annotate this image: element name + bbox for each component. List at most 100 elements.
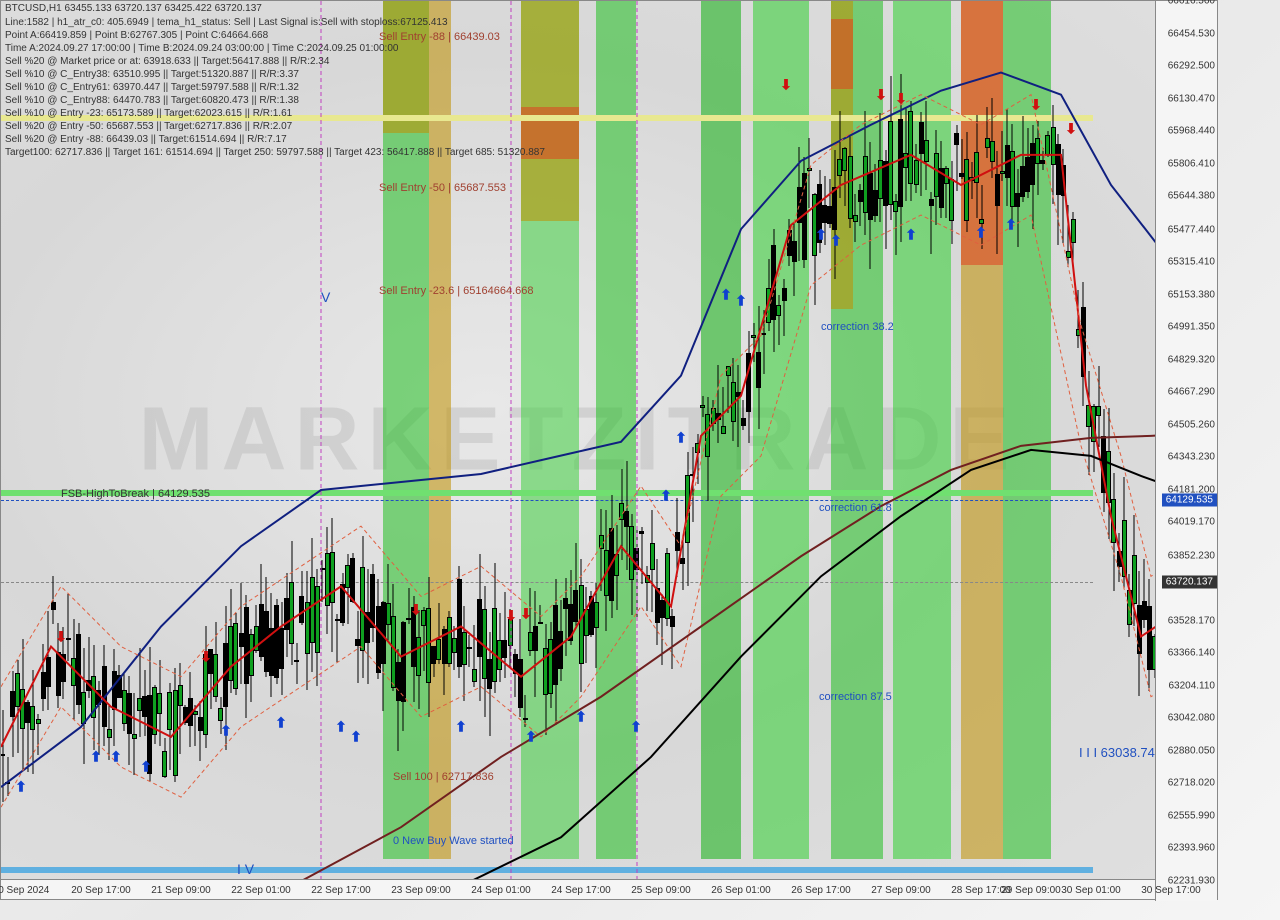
chart-plot-area[interactable]: MARKETZITRADE ⬆⬇⬆⬆⬆⬇⬆⬆⬆⬆⬇⬆⬇⬇⬆⬆⬆⬆⬆⬆⬆⬇⬆⬆⬇⬇…: [1, 1, 1155, 879]
y-tick: 65968.440: [1168, 126, 1215, 137]
y-tick: 63204.110: [1168, 680, 1215, 691]
chart-annotation: 0 New Buy Wave started: [393, 835, 514, 847]
info-line: Sell %10 @ Entry -23: 65173.589 || Targe…: [5, 108, 292, 119]
y-tick: 65644.380: [1168, 191, 1215, 202]
y-tick: 62555.990: [1168, 810, 1215, 821]
info-line: Line:1582 | h1_atr_c0: 405.6949 | tema_h…: [5, 17, 448, 28]
chart-container[interactable]: MARKETZITRADE ⬆⬇⬆⬆⬆⬇⬆⬆⬆⬆⬇⬆⬇⬇⬆⬆⬆⬆⬆⬆⬆⬇⬆⬆⬇⬇…: [0, 0, 1218, 900]
x-tick: 26 Sep 17:00: [791, 885, 851, 896]
up-arrow-icon: ⬆: [275, 714, 287, 731]
down-arrow-icon: ⬇: [875, 86, 887, 103]
chart-annotation: V: [321, 289, 330, 305]
y-tick: 62718.020: [1168, 778, 1215, 789]
x-tick: 20 Sep 17:00: [71, 885, 131, 896]
y-tick: 63042.080: [1168, 713, 1215, 724]
chart-annotation: Sell 100 | 62717.836: [393, 771, 494, 783]
x-tick: 26 Sep 01:00: [711, 885, 771, 896]
down-arrow-icon: ⬇: [200, 648, 212, 665]
info-line: Time A:2024.09.27 17:00:00 | Time B:2024…: [5, 43, 398, 54]
info-line: Target100: 62717.836 || Target 161: 6151…: [5, 147, 545, 158]
up-arrow-icon: ⬆: [350, 728, 362, 745]
x-tick: 29 Sep 09:00: [1001, 885, 1061, 896]
y-tick: 62393.960: [1168, 843, 1215, 854]
info-line: Sell %20 @ Entry -88: 66439.03 || Target…: [5, 134, 287, 145]
y-tick: 63852.230: [1168, 550, 1215, 561]
chart-annotation: FSB-HighToBreak | 64129.535: [61, 488, 210, 500]
chart-annotation: Sell Entry -88 | 66439.03: [379, 31, 500, 43]
y-price-box: 63720.137: [1162, 576, 1217, 589]
y-tick: 62880.050: [1168, 745, 1215, 756]
down-arrow-icon: ⬇: [895, 90, 907, 107]
x-tick: 24 Sep 17:00: [551, 885, 611, 896]
y-tick: 64829.320: [1168, 354, 1215, 365]
up-arrow-icon: ⬆: [815, 227, 827, 244]
down-arrow-icon: ⬇: [55, 628, 67, 645]
x-tick: 30 Sep 01:00: [1061, 885, 1121, 896]
down-arrow-icon: ⬇: [780, 76, 792, 93]
horizontal-line: [1, 867, 1093, 873]
up-arrow-icon: ⬆: [15, 779, 27, 796]
horizontal-line: [1, 582, 1093, 583]
y-tick: 63366.140: [1168, 648, 1215, 659]
y-price-box: 64129.535: [1162, 494, 1217, 507]
up-arrow-icon: ⬆: [1005, 217, 1017, 234]
y-axis: 66616.560 66454.530 66292.500 66130.470 6596…: [1155, 1, 1217, 901]
vertical-band: [831, 19, 853, 89]
up-arrow-icon: ⬆: [220, 722, 232, 739]
up-arrow-icon: ⬆: [975, 225, 987, 242]
y-tick: 66292.500: [1168, 61, 1215, 72]
y-tick: 65153.380: [1168, 289, 1215, 300]
chart-annotation: Sell Entry -50 | 65687.553: [379, 182, 506, 194]
y-tick: 63528.170: [1168, 615, 1215, 626]
up-arrow-icon: ⬆: [575, 708, 587, 725]
down-arrow-icon: ⬇: [410, 602, 422, 619]
up-arrow-icon: ⬆: [335, 718, 347, 735]
x-tick: 22 Sep 01:00: [231, 885, 291, 896]
down-arrow-icon: ⬇: [505, 608, 517, 625]
info-line: Sell %20 @ Entry -50: 65687.553 || Targe…: [5, 121, 292, 132]
y-tick: 64991.350: [1168, 322, 1215, 333]
x-tick: 20 Sep 2024: [0, 885, 49, 896]
up-arrow-icon: ⬆: [630, 718, 642, 735]
chart-annotation: Sell Entry -23.6 | 65164664.668: [379, 285, 534, 297]
y-tick: 64667.290: [1168, 387, 1215, 398]
info-line: Point A:66419.859 | Point B:62767.305 | …: [5, 30, 268, 41]
up-arrow-icon: ⬆: [110, 748, 122, 765]
down-arrow-icon: ⬇: [1030, 96, 1042, 113]
y-tick: 64019.170: [1168, 517, 1215, 528]
info-line: Sell %10 @ C_Entry61: 63970.447 || Targe…: [5, 82, 299, 93]
horizontal-line: [1, 500, 1093, 501]
up-arrow-icon: ⬆: [140, 758, 152, 775]
chart-annotation: correction 38.2: [821, 321, 894, 333]
x-tick: 24 Sep 01:00: [471, 885, 531, 896]
up-arrow-icon: ⬆: [675, 429, 687, 446]
up-arrow-icon: ⬆: [720, 287, 732, 304]
y-tick: 66616.560: [1168, 0, 1215, 7]
up-arrow-icon: ⬆: [905, 227, 917, 244]
y-tick: 64505.260: [1168, 419, 1215, 430]
x-tick: 22 Sep 17:00: [311, 885, 371, 896]
vertical-band: [753, 1, 809, 859]
down-arrow-icon: ⬇: [1065, 120, 1077, 137]
info-line: Sell %10 @ C_Entry38: 63510.995 || Targe…: [5, 69, 299, 80]
info-line: Sell %20 @ Market price or at: 63918.633…: [5, 56, 329, 67]
down-arrow-icon: ⬇: [520, 606, 532, 623]
y-tick: 66454.530: [1168, 28, 1215, 39]
up-arrow-icon: ⬆: [525, 728, 537, 745]
y-tick: 65315.410: [1168, 257, 1215, 268]
x-tick: 25 Sep 09:00: [631, 885, 691, 896]
chart-annotation: I I I 63038.742: [1079, 745, 1155, 760]
info-line: Sell %10 @ C_Entry88: 64470.783 || Targe…: [5, 95, 299, 106]
x-tick: 27 Sep 09:00: [871, 885, 931, 896]
up-arrow-icon: ⬆: [660, 488, 672, 505]
up-arrow-icon: ⬆: [90, 748, 102, 765]
up-arrow-icon: ⬆: [735, 293, 747, 310]
y-tick: 66130.470: [1168, 93, 1215, 104]
x-axis: 20 Sep 202420 Sep 17:0021 Sep 09:0022 Se…: [1, 879, 1155, 899]
y-tick: 65806.410: [1168, 158, 1215, 169]
up-arrow-icon: ⬆: [830, 233, 842, 250]
chart-annotation: I V: [237, 861, 254, 877]
chart-annotation: correction 61.8: [819, 502, 892, 514]
up-arrow-icon: ⬆: [455, 718, 467, 735]
vertical-band: [429, 1, 451, 859]
